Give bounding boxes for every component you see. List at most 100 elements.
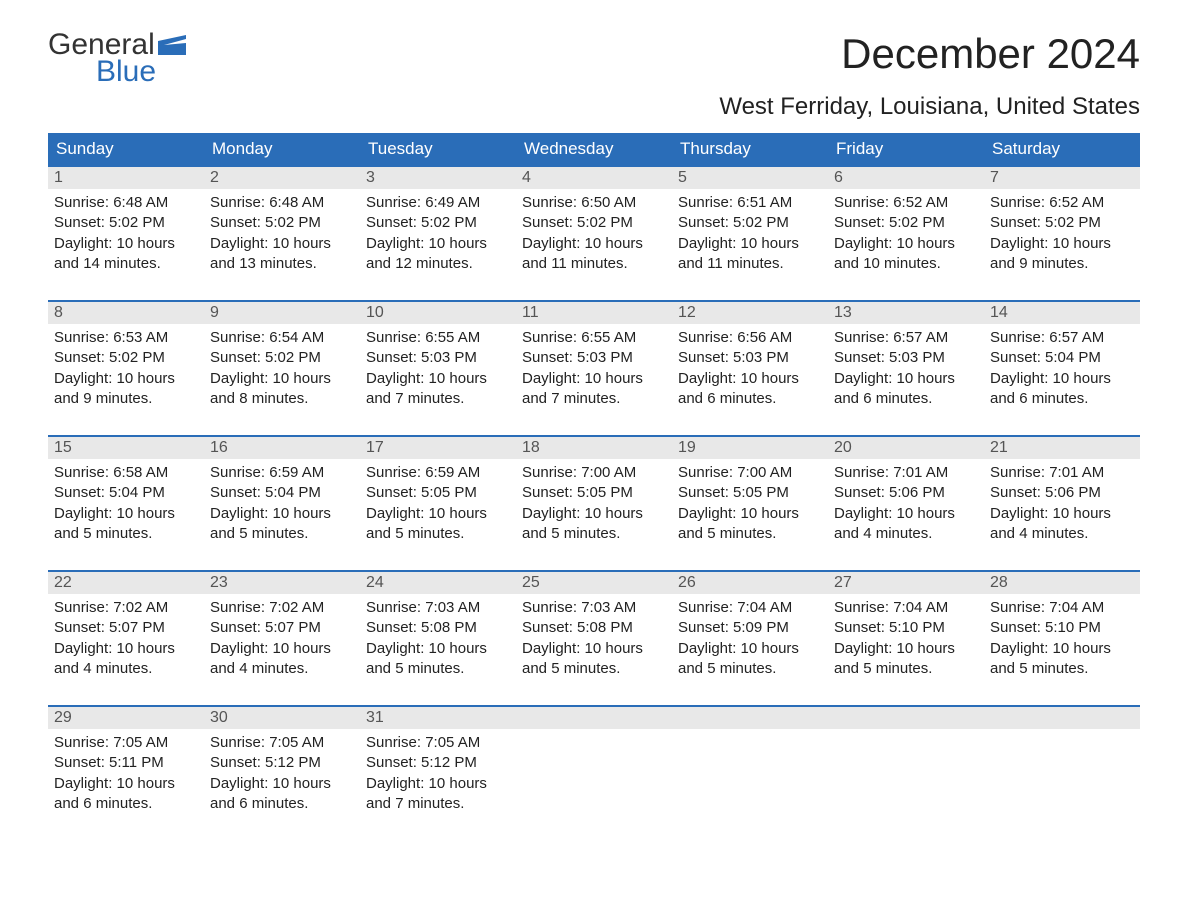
daylight-line: Daylight: 10 hours and 5 minutes. <box>990 640 1111 677</box>
day-content-cell: Sunrise: 6:55 AMSunset: 5:03 PMDaylight:… <box>516 324 672 436</box>
sunset-line: Sunset: 5:02 PM <box>210 349 321 366</box>
daylight-line: Daylight: 10 hours and 5 minutes. <box>522 505 643 542</box>
sunrise-line: Sunrise: 7:04 AM <box>678 599 792 616</box>
sunset-line: Sunset: 5:07 PM <box>210 619 321 636</box>
day-number-cell: 31 <box>360 706 516 729</box>
day-number-cell: 25 <box>516 571 672 594</box>
sunset-line: Sunset: 5:10 PM <box>990 619 1101 636</box>
day-content-cell: Sunrise: 7:04 AMSunset: 5:10 PMDaylight:… <box>828 594 984 706</box>
sunrise-line: Sunrise: 7:00 AM <box>522 464 636 481</box>
day-number-cell: 27 <box>828 571 984 594</box>
sunrise-line: Sunrise: 6:57 AM <box>834 329 948 346</box>
day-content-cell: Sunrise: 7:00 AMSunset: 5:05 PMDaylight:… <box>516 459 672 571</box>
day-content-cell: Sunrise: 7:04 AMSunset: 5:09 PMDaylight:… <box>672 594 828 706</box>
daylight-line: Daylight: 10 hours and 5 minutes. <box>834 640 955 677</box>
day-number-cell: 10 <box>360 301 516 324</box>
day-header: Wednesday <box>516 133 672 166</box>
day-number-cell: 11 <box>516 301 672 324</box>
sunset-line: Sunset: 5:04 PM <box>990 349 1101 366</box>
sunrise-line: Sunrise: 7:03 AM <box>366 599 480 616</box>
week-content-row: Sunrise: 6:58 AMSunset: 5:04 PMDaylight:… <box>48 459 1140 571</box>
day-number-cell: 6 <box>828 166 984 189</box>
daylight-line: Daylight: 10 hours and 9 minutes. <box>990 235 1111 272</box>
day-content-cell: Sunrise: 7:03 AMSunset: 5:08 PMDaylight:… <box>516 594 672 706</box>
daylight-line: Daylight: 10 hours and 5 minutes. <box>54 505 175 542</box>
day-header: Saturday <box>984 133 1140 166</box>
sunrise-line: Sunrise: 7:01 AM <box>834 464 948 481</box>
sunrise-line: Sunrise: 6:54 AM <box>210 329 324 346</box>
week-content-row: Sunrise: 7:05 AMSunset: 5:11 PMDaylight:… <box>48 729 1140 824</box>
day-number-cell: 5 <box>672 166 828 189</box>
daylight-line: Daylight: 10 hours and 5 minutes. <box>678 640 799 677</box>
sunrise-line: Sunrise: 6:57 AM <box>990 329 1104 346</box>
sunrise-line: Sunrise: 6:48 AM <box>54 194 168 211</box>
sunrise-line: Sunrise: 6:55 AM <box>366 329 480 346</box>
sunrise-line: Sunrise: 6:48 AM <box>210 194 324 211</box>
sunrise-line: Sunrise: 6:50 AM <box>522 194 636 211</box>
day-content-cell: Sunrise: 6:59 AMSunset: 5:05 PMDaylight:… <box>360 459 516 571</box>
daylight-line: Daylight: 10 hours and 14 minutes. <box>54 235 175 272</box>
sunrise-line: Sunrise: 7:05 AM <box>210 734 324 751</box>
day-number-cell: 15 <box>48 436 204 459</box>
day-content-cell: Sunrise: 6:50 AMSunset: 5:02 PMDaylight:… <box>516 189 672 301</box>
daylight-line: Daylight: 10 hours and 13 minutes. <box>210 235 331 272</box>
daylight-line: Daylight: 10 hours and 6 minutes. <box>210 775 331 812</box>
flag-icon <box>158 35 186 55</box>
daylight-line: Daylight: 10 hours and 5 minutes. <box>678 505 799 542</box>
sunset-line: Sunset: 5:02 PM <box>366 214 477 231</box>
sunset-line: Sunset: 5:06 PM <box>990 484 1101 501</box>
sunset-line: Sunset: 5:07 PM <box>54 619 165 636</box>
week-number-row: 293031 <box>48 706 1140 729</box>
day-content-cell: Sunrise: 6:52 AMSunset: 5:02 PMDaylight:… <box>984 189 1140 301</box>
day-number-cell: 30 <box>204 706 360 729</box>
sunset-line: Sunset: 5:04 PM <box>210 484 321 501</box>
logo-word-2: Blue <box>48 57 186 87</box>
sunrise-line: Sunrise: 7:01 AM <box>990 464 1104 481</box>
sunset-line: Sunset: 5:12 PM <box>366 754 477 771</box>
daylight-line: Daylight: 10 hours and 4 minutes. <box>54 640 175 677</box>
day-header: Thursday <box>672 133 828 166</box>
week-number-row: 1234567 <box>48 166 1140 189</box>
sunrise-line: Sunrise: 6:49 AM <box>366 194 480 211</box>
week-content-row: Sunrise: 6:53 AMSunset: 5:02 PMDaylight:… <box>48 324 1140 436</box>
day-number-cell: 7 <box>984 166 1140 189</box>
day-number-cell: 3 <box>360 166 516 189</box>
daylight-line: Daylight: 10 hours and 11 minutes. <box>522 235 643 272</box>
week-number-row: 15161718192021 <box>48 436 1140 459</box>
sunrise-line: Sunrise: 7:05 AM <box>366 734 480 751</box>
month-title: December 2024 <box>841 30 1140 78</box>
logo: General Blue <box>48 30 186 87</box>
day-content-cell: Sunrise: 6:59 AMSunset: 5:04 PMDaylight:… <box>204 459 360 571</box>
day-content-cell: Sunrise: 6:49 AMSunset: 5:02 PMDaylight:… <box>360 189 516 301</box>
day-number-cell: 28 <box>984 571 1140 594</box>
sunset-line: Sunset: 5:05 PM <box>678 484 789 501</box>
day-content-cell: Sunrise: 7:01 AMSunset: 5:06 PMDaylight:… <box>984 459 1140 571</box>
day-content-cell: Sunrise: 6:54 AMSunset: 5:02 PMDaylight:… <box>204 324 360 436</box>
week-number-row: 22232425262728 <box>48 571 1140 594</box>
day-number-cell: 14 <box>984 301 1140 324</box>
sunset-line: Sunset: 5:03 PM <box>678 349 789 366</box>
day-content-cell: Sunrise: 6:53 AMSunset: 5:02 PMDaylight:… <box>48 324 204 436</box>
day-content-cell: Sunrise: 6:48 AMSunset: 5:02 PMDaylight:… <box>48 189 204 301</box>
calendar-table: SundayMondayTuesdayWednesdayThursdayFrid… <box>48 133 1140 824</box>
sunrise-line: Sunrise: 7:02 AM <box>54 599 168 616</box>
day-content-cell: Sunrise: 7:05 AMSunset: 5:12 PMDaylight:… <box>360 729 516 824</box>
day-content-cell: Sunrise: 7:00 AMSunset: 5:05 PMDaylight:… <box>672 459 828 571</box>
sunrise-line: Sunrise: 7:05 AM <box>54 734 168 751</box>
day-header: Tuesday <box>360 133 516 166</box>
day-number-cell: 22 <box>48 571 204 594</box>
day-content-cell <box>672 729 828 824</box>
day-content-cell: Sunrise: 7:05 AM Sunset: 5:12 PM Daylight:… <box>204 729 360 824</box>
day-number-cell: 16 <box>204 436 360 459</box>
day-number-cell: 29 <box>48 706 204 729</box>
sunrise-line: Sunrise: 6:55 AM <box>522 329 636 346</box>
sunset-line: Sunset: 5:02 PM <box>210 214 321 231</box>
daylight-line: Daylight: 10 hours and 4 minutes. <box>210 640 331 677</box>
sunset-line: Sunset: 5:12 PM <box>210 754 321 771</box>
daylight-line: Daylight: 10 hours and 5 minutes. <box>210 505 331 542</box>
week-number-row: 891011121314 <box>48 301 1140 324</box>
sunset-line: Sunset: 5:02 PM <box>834 214 945 231</box>
daylight-line: Daylight: 10 hours and 9 minutes. <box>54 370 175 407</box>
sunrise-line: Sunrise: 7:03 AM <box>522 599 636 616</box>
day-content-cell: Sunrise: 6:55 AMSunset: 5:03 PMDaylight:… <box>360 324 516 436</box>
